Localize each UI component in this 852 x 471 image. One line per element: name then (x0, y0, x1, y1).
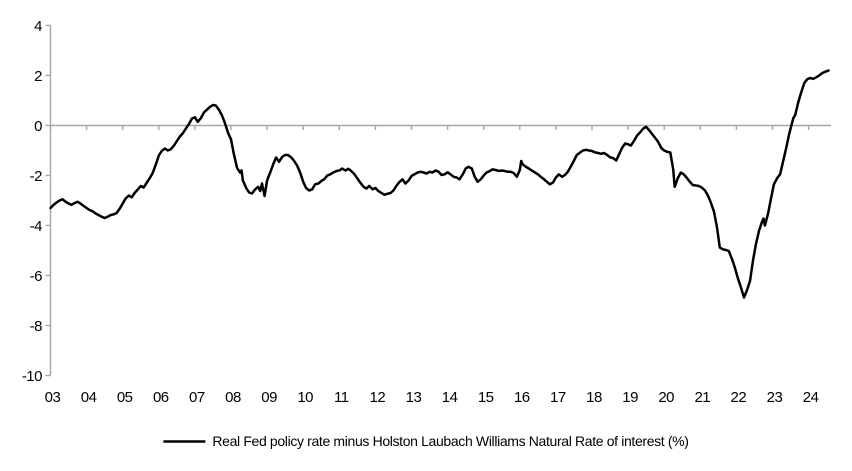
y-tick-label: 2 (34, 68, 42, 85)
legend: Real Fed policy rate minus Holston Lauba… (163, 433, 689, 449)
x-tick-label: 06 (153, 389, 169, 406)
x-tick-label: 18 (586, 389, 602, 406)
x-tick-label: 10 (297, 389, 313, 406)
x-tick-label: 09 (261, 389, 277, 406)
x-tick-label: 16 (514, 389, 530, 406)
x-tick-label: 03 (45, 389, 61, 406)
x-tick-label: 19 (622, 389, 638, 406)
y-tick-label: -8 (30, 318, 42, 335)
y-tick-label: -2 (30, 168, 42, 185)
x-tick-label: 20 (658, 389, 674, 406)
y-tick-label: -6 (30, 268, 42, 285)
series-layer (49, 69, 830, 299)
x-tick-label: 05 (117, 389, 133, 406)
x-tick-label: 23 (767, 389, 783, 406)
x-tick-label: 24 (803, 389, 819, 406)
y-tick-label: 0 (34, 118, 42, 135)
y-tick-label: -10 (22, 368, 42, 385)
x-tick-label: 14 (442, 389, 458, 406)
x-tick-label: 21 (694, 389, 710, 406)
x-tick-label: 04 (81, 389, 97, 406)
legend-label: Real Fed policy rate minus Holston Lauba… (212, 433, 688, 449)
y-tick-label: -4 (30, 218, 42, 235)
x-tick-label: 17 (550, 389, 566, 406)
x-tick-label: 15 (478, 389, 494, 406)
x-tick-label: 11 (334, 389, 349, 406)
series-line (49, 69, 830, 299)
x-tick-label: 08 (225, 389, 241, 406)
x-tick-label: 12 (370, 389, 386, 406)
x-tick-label: 13 (406, 389, 422, 406)
y-tick-label: 4 (34, 18, 42, 35)
x-tick-label: 07 (189, 389, 205, 406)
x-tick-label: 22 (731, 389, 747, 406)
